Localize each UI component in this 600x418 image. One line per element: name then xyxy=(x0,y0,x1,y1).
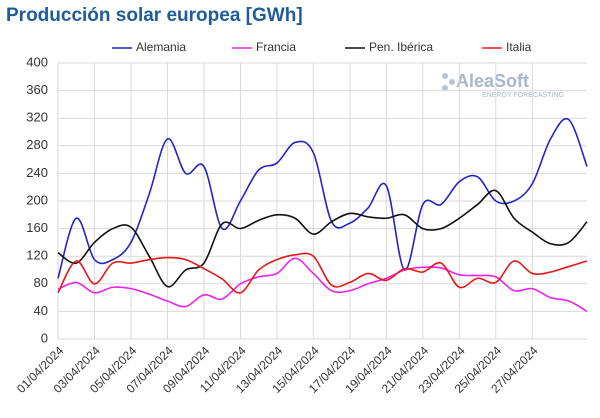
y-tick-label: 120 xyxy=(26,248,48,263)
legend-label: Francia xyxy=(256,40,296,54)
logo-dot xyxy=(449,79,455,85)
legend-label: Alemania xyxy=(136,40,186,54)
legend-label: Italia xyxy=(506,40,532,54)
y-tick-label: 0 xyxy=(41,330,48,345)
y-tick-label: 400 xyxy=(26,54,48,69)
chart-title: Producción solar europea [GWh] xyxy=(6,5,303,26)
logo: AleaSoft ENERGY FORECASTING xyxy=(442,71,564,99)
logo-name: AleaSoft xyxy=(456,71,529,91)
y-tick-label: 160 xyxy=(26,220,48,235)
y-tick-label: 40 xyxy=(34,303,48,318)
logo-dot xyxy=(442,73,448,79)
series-line xyxy=(57,189,588,288)
y-tick-label: 240 xyxy=(26,165,48,180)
legend-label: Pen. Ibérica xyxy=(369,40,433,54)
series-line xyxy=(57,257,588,313)
y-tick-label: 200 xyxy=(26,192,48,207)
logo-dot xyxy=(442,85,448,91)
y-tick-label: 80 xyxy=(34,275,48,290)
series-line xyxy=(57,117,588,279)
y-tick-label: 360 xyxy=(26,82,48,97)
logo-tagline: ENERGY FORECASTING xyxy=(482,92,564,99)
y-tick-label: 280 xyxy=(26,137,48,152)
series-line xyxy=(57,252,588,294)
y-tick-label: 320 xyxy=(26,110,48,125)
